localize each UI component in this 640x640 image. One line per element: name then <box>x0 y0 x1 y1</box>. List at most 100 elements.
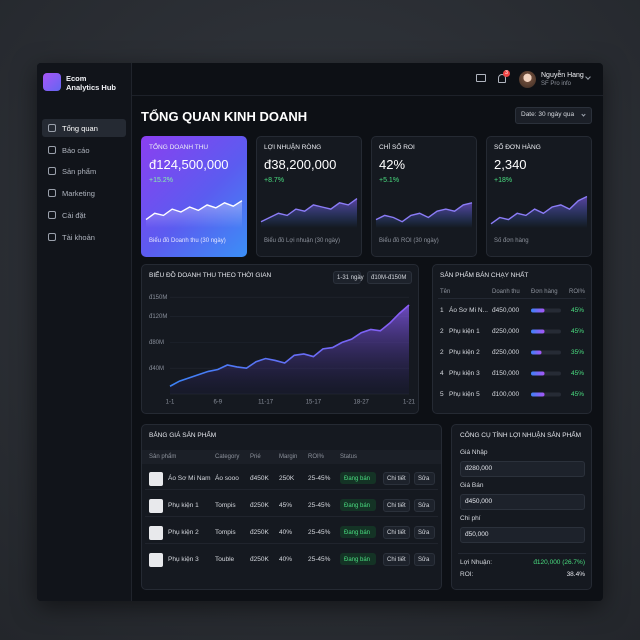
nav-item[interactable]: Sản phẩm <box>62 167 97 177</box>
sparkline-area <box>261 198 357 228</box>
share-bar <box>531 308 561 313</box>
sparkline-area <box>491 196 587 228</box>
kpi-card <box>141 136 247 257</box>
action-button[interactable] <box>414 553 435 566</box>
cell: 250K <box>279 475 295 482</box>
product-thumb <box>149 472 163 486</box>
nav-icon <box>48 124 56 132</box>
kpi-change: +8.7% <box>264 177 285 184</box>
revenue: đ250,000 <box>492 349 520 356</box>
action-label: Chi tiết <box>387 557 406 563</box>
input[interactable] <box>460 494 585 510</box>
kpi-label: TỔNG DOANH THU <box>149 144 209 151</box>
share-bar <box>531 329 561 334</box>
date-filter[interactable] <box>515 107 592 124</box>
action-button[interactable] <box>383 472 410 485</box>
row-divider <box>145 543 438 544</box>
kpi-value: đ124,500,000 <box>149 157 229 172</box>
column-header: Category <box>215 454 240 460</box>
input-value: đ280,000 <box>465 465 493 472</box>
sparkline <box>145 200 243 228</box>
input[interactable] <box>460 461 585 477</box>
nav-icon <box>48 232 56 241</box>
input[interactable] <box>460 527 585 543</box>
brand-name: Analytics Hub <box>66 83 117 92</box>
date-filter-label: Date: 30 ngày qua <box>521 111 575 118</box>
range-button[interactable] <box>367 271 412 284</box>
revenue: đ450,000 <box>492 307 520 314</box>
y-tick-label: đ40M <box>149 366 164 372</box>
column-header: Sản phẩm <box>149 454 177 460</box>
value-label: 45% <box>571 370 585 377</box>
column-header: Margin <box>279 454 298 460</box>
nav-item[interactable]: Cài đặt <box>62 210 86 220</box>
revenue: đ100,000 <box>492 391 520 398</box>
rank: 5 <box>440 391 444 398</box>
revenue: đ150,000 <box>492 370 520 377</box>
action-label: Sửa <box>418 476 430 482</box>
action-button[interactable] <box>414 526 435 539</box>
nav-item[interactable]: Báo cáo <box>62 145 90 155</box>
input-value: đ50,000 <box>465 531 489 538</box>
status-pill <box>340 499 376 511</box>
brand-name: Ecom <box>66 74 87 83</box>
product-name: Phụ kiện 2 <box>449 349 480 356</box>
nav-item[interactable]: Tổng quan <box>62 124 98 133</box>
kpi-card <box>486 136 592 257</box>
kpi-caption: Biểu đồ Doanh thu (30 ngày) <box>149 238 226 244</box>
kpi-card <box>256 136 362 257</box>
bar <box>531 371 545 376</box>
cell: đ250K <box>250 529 269 536</box>
cell: 25-45% <box>308 502 331 509</box>
cell: 25-45% <box>308 529 331 536</box>
mail-icon[interactable] <box>476 74 486 82</box>
result-label: ROI: <box>460 571 474 578</box>
x-tick-label: 18-27 <box>354 400 370 406</box>
column-header: ROI% <box>308 454 325 460</box>
result-value: 38.4% <box>566 571 585 578</box>
revenue-chart: đ150M đ120M đ80M đ40M 1-1 6-9 11-17 15-17 18-27 1… <box>149 295 416 406</box>
y-tick-label: đ150M <box>149 295 167 301</box>
action-button[interactable] <box>383 553 410 566</box>
action-button[interactable] <box>383 526 410 539</box>
input-value: đ450,000 <box>465 498 493 505</box>
nav-item[interactable]: Tài khoản <box>62 232 95 242</box>
cell: 25-45% <box>308 475 331 482</box>
kpi-value: 2,340 <box>494 157 527 172</box>
user-role: SF Pro info <box>541 81 572 87</box>
bell-icon[interactable] <box>498 74 506 83</box>
action-button[interactable] <box>414 499 435 512</box>
field-label: Giá Nhập <box>460 449 488 456</box>
value-label: 45% <box>571 391 585 398</box>
action-button[interactable] <box>383 499 410 512</box>
y-tick-label: đ80M <box>149 340 164 346</box>
x-tick-label: 15-17 <box>306 400 322 406</box>
user-name: Nguyễn Hang <box>541 72 584 79</box>
product-thumb <box>149 553 163 567</box>
kpi-change: +5.1% <box>379 177 400 184</box>
sparkline-area <box>146 200 242 228</box>
action-label: Sửa <box>418 530 430 536</box>
column-header: Tên <box>440 289 451 295</box>
product-name: Phụ kiện 3 <box>168 556 199 563</box>
range-button[interactable] <box>333 271 361 284</box>
action-button[interactable] <box>414 472 435 485</box>
x-tick-label: 6-9 <box>213 400 222 406</box>
status-pill <box>340 472 376 484</box>
nav-icon <box>48 189 56 198</box>
kpi-label: SỐ ĐƠN HÀNG <box>494 144 541 151</box>
product-name: Phụ kiện 3 <box>449 370 480 377</box>
sparkline <box>490 195 588 228</box>
avatar <box>519 71 536 88</box>
x-tick-label: 1-21 <box>403 400 416 406</box>
nav-item[interactable]: Marketing <box>62 189 95 199</box>
cell: Tompis <box>215 502 236 509</box>
x-tick-label: 1-1 <box>166 400 175 406</box>
revenue-area <box>170 304 409 394</box>
status: Đang bán <box>344 503 371 509</box>
rank: 1 <box>440 307 444 314</box>
value-label: 35% <box>571 349 585 356</box>
row-divider <box>145 489 438 490</box>
sparkline <box>375 202 473 228</box>
